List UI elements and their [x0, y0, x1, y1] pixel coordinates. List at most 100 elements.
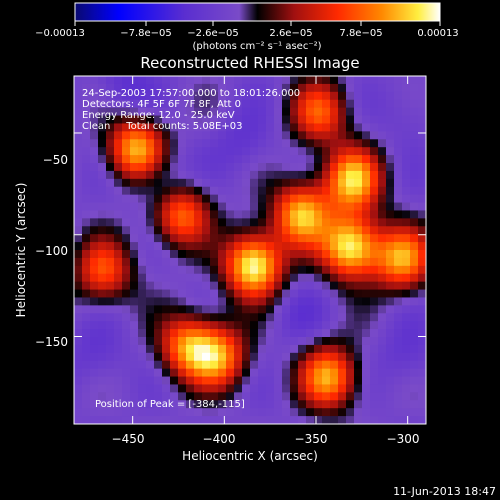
heatmap-cell	[306, 202, 315, 212]
heatmap-cell	[402, 265, 411, 275]
heatmap-cell	[274, 170, 283, 180]
heatmap-cell	[154, 257, 163, 267]
heatmap-cell	[122, 194, 131, 204]
heatmap-cell	[386, 91, 395, 101]
heatmap-cell	[218, 107, 227, 117]
heatmap-cell	[306, 250, 315, 259]
heatmap-cell	[218, 202, 227, 212]
heatmap-cell	[146, 91, 155, 101]
heatmap-cell	[138, 226, 147, 235]
heatmap-cell	[146, 83, 155, 93]
heatmap-cell	[154, 242, 163, 251]
heatmap-cell	[410, 273, 419, 283]
heatmap-cell	[394, 91, 403, 101]
heatmap-cell	[162, 250, 171, 259]
heatmap-cell	[274, 76, 283, 85]
heatmap-cell	[418, 83, 426, 93]
heatmap-cell	[98, 376, 107, 386]
heatmap-cell	[418, 91, 426, 101]
heatmap-cell	[114, 250, 123, 259]
heatmap-cell	[314, 250, 323, 259]
heatmap-cell	[402, 202, 411, 212]
heatmap-cell	[106, 147, 115, 156]
heatmap-cell	[306, 178, 315, 188]
heatmap-cell	[210, 210, 219, 219]
heatmap-cell	[338, 321, 347, 330]
heatmap-cell	[146, 76, 155, 85]
heatmap-cell	[346, 297, 355, 306]
heatmap-cell	[234, 83, 243, 93]
heatmap-cell	[154, 408, 163, 417]
heatmap-cell	[370, 76, 379, 85]
heatmap-cell	[202, 234, 211, 243]
heatmap-cell	[274, 202, 283, 212]
heatmap-cell	[194, 234, 203, 243]
heatmap-cell	[170, 76, 179, 85]
heatmap-cell	[322, 257, 331, 267]
heatmap-cell	[90, 115, 99, 125]
heatmap-cell	[90, 210, 99, 219]
heatmap-cell	[226, 99, 235, 109]
heatmap-cell	[74, 107, 83, 117]
heatmap-cell	[170, 186, 179, 196]
heatmap-cell	[378, 384, 387, 393]
heatmap-cell	[122, 250, 131, 259]
heatmap-cell	[90, 250, 99, 259]
heatmap-cell	[298, 131, 307, 140]
heatmap-cell	[74, 416, 83, 424]
heatmap-cell	[354, 305, 363, 314]
heatmap-cell	[90, 360, 99, 370]
heatmap-cell	[394, 155, 403, 164]
heatmap-cell	[418, 313, 426, 322]
heatmap-cell	[202, 194, 211, 204]
heatmap-cell	[82, 131, 91, 140]
heatmap-cell	[354, 408, 363, 417]
heatmap-cell	[170, 218, 179, 227]
heatmap-cell	[226, 376, 235, 386]
heatmap-cell	[322, 178, 331, 188]
heatmap-cell	[378, 170, 387, 180]
heatmap-cell	[202, 178, 211, 188]
heatmap-cell	[210, 376, 219, 386]
heatmap-cell	[418, 107, 426, 117]
heatmap-cell	[370, 83, 379, 93]
heatmap-cell	[130, 344, 139, 354]
heatmap-cell	[266, 107, 275, 117]
heatmap-cell	[90, 178, 99, 188]
heatmap-cell	[266, 273, 275, 283]
heatmap-cell	[82, 313, 91, 322]
heatmap-cell	[386, 234, 395, 243]
heatmap-cell	[74, 242, 83, 251]
heatmap-cell	[250, 368, 259, 378]
heatmap-cell	[186, 408, 195, 417]
heatmap-cell	[178, 178, 187, 188]
heatmap-cell	[290, 297, 299, 306]
heatmap-cell	[330, 139, 339, 148]
heatmap-cell	[378, 178, 387, 188]
heatmap-cell	[306, 281, 315, 291]
heatmap-cell	[130, 250, 139, 259]
heatmap-cell	[242, 313, 251, 322]
heatmap-cell	[226, 186, 235, 196]
heatmap-cell	[258, 416, 267, 424]
heatmap-cell	[234, 186, 243, 196]
heatmap-cell	[170, 313, 179, 322]
heatmap-cell	[162, 186, 171, 196]
heatmap-cell	[154, 273, 163, 283]
heatmap-cell	[402, 416, 411, 424]
heatmap-cell	[154, 83, 163, 93]
heatmap-cell	[242, 265, 251, 275]
heatmap-cell	[298, 257, 307, 267]
heatmap-cell	[418, 99, 426, 109]
heatmap-cell	[82, 281, 91, 291]
heatmap-cell	[266, 368, 275, 378]
heatmap-cell	[386, 297, 395, 306]
heatmap-cell	[322, 107, 331, 117]
heatmap-cell	[354, 313, 363, 322]
heatmap-cell	[170, 202, 179, 212]
heatmap-cell	[402, 163, 411, 172]
heatmap-cell	[370, 91, 379, 101]
heatmap-cell	[258, 186, 267, 196]
heatmap-cell	[210, 170, 219, 180]
heatmap-cell	[210, 384, 219, 393]
